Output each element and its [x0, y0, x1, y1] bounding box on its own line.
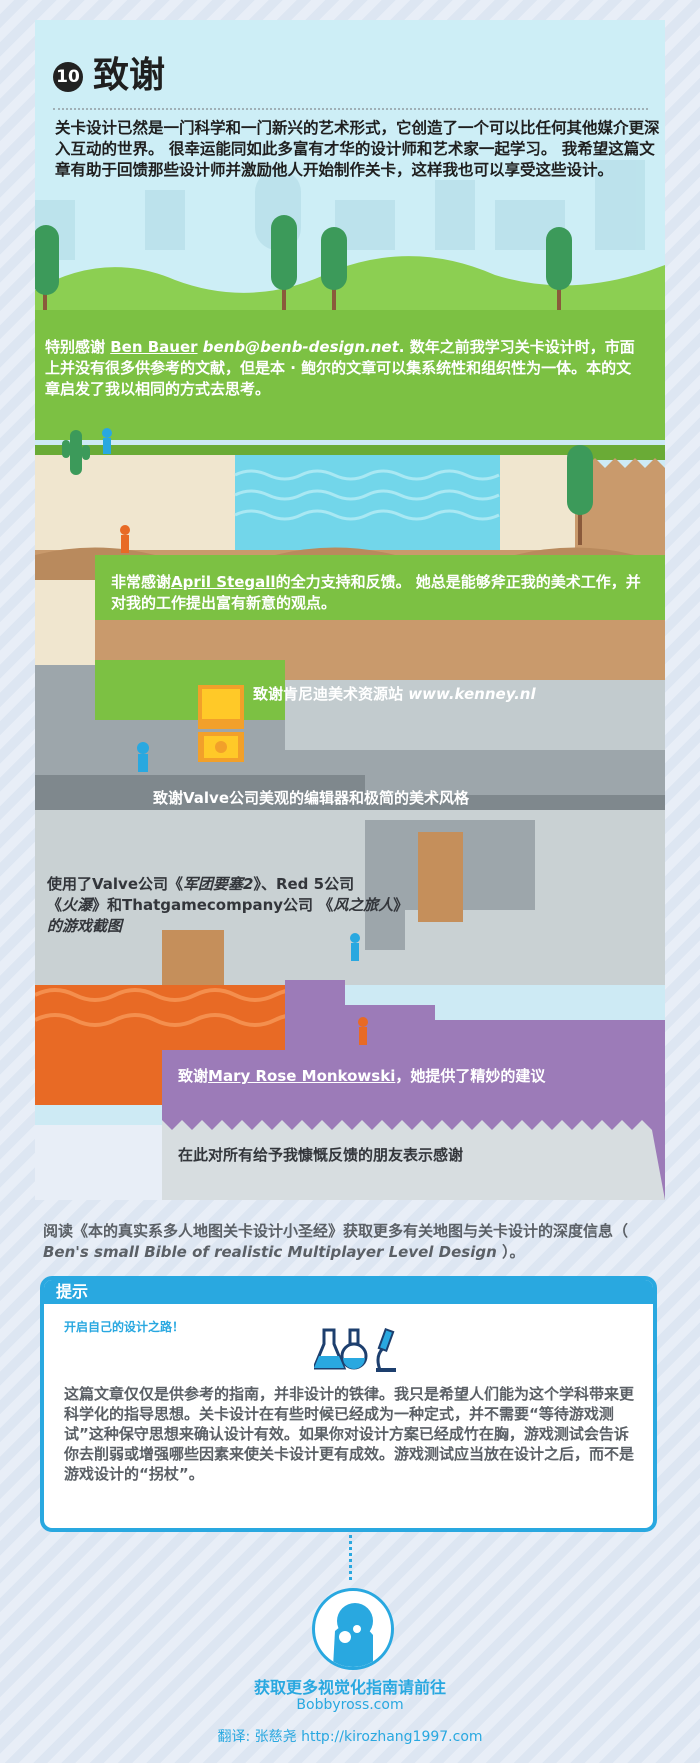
april-stegall-link[interactable]: April Stegall: [171, 573, 276, 591]
thanks-friends: 在此对所有给予我慷慨反馈的朋友表示感谢: [178, 1146, 464, 1164]
read-more: 阅读《本的真实系多人地图关卡设计小圣经》获取更多有关地图与关卡设计的深度信息（ …: [43, 1222, 629, 1261]
acknowledgements-illustration: 10 致谢 关卡设计已然是一门科学和一门新兴的艺术形式，它创造了一个可以比任何其…: [35, 20, 665, 1200]
level-map-illustration: [35, 20, 665, 1200]
footer-cta: 获取更多视觉化指南请前往: [253, 1678, 446, 1697]
thanks-valve: 致谢Valve公司美观的编辑器和极简的美术风格: [153, 789, 470, 807]
connector-line: [349, 1528, 352, 1580]
mary-rose-link[interactable]: Mary Rose Monkowski: [208, 1067, 396, 1085]
intro-paragraph: 关卡设计已然是一门科学和一门新兴的艺术形式，它创造了一个可以比任何其他媒介更深入…: [55, 119, 660, 179]
science-icons: [314, 1327, 396, 1372]
microscope-icon: [376, 1327, 396, 1372]
author-avatar: [312, 1588, 394, 1670]
tip-subtitle: 开启自己的设计之路！: [64, 1320, 185, 1334]
section-number-badge: 10: [53, 62, 83, 92]
tip-heading: 提示: [44, 1280, 653, 1304]
tip-box: 提示 开启自己的设计之路！ 这篇文章仅仅是供参考的指南，并非设计的铁律。我只是希…: [40, 1276, 657, 1532]
thanks-mary-rose: 致谢Mary Rose Monkowski，她提供了精妙的建议: [178, 1067, 546, 1085]
flask-icon: [314, 1328, 347, 1370]
thanks-april-stegall: 非常感谢April Stegall的全力支持和反馈。 她总是能够斧正我的美术工作…: [111, 573, 641, 612]
screenshot-credits: 使用了Valve公司《军团要塞2》、Red 5公司 《火瀑》和Thatgamec…: [47, 875, 409, 935]
flask-icon: [340, 1328, 368, 1370]
ben-bauer-email: benb@benb-design.net: [202, 338, 399, 356]
thanks-kenney: 致谢肯尼迪美术资源站 www.kenney.nl: [253, 685, 536, 703]
ben-bauer-link[interactable]: Ben Bauer: [110, 338, 198, 356]
translator-credit: 翻译: 张慈尧 http://kirozhang1997.com: [217, 1729, 483, 1745]
tip-body: 这篇文章仅仅是供参考的指南，并非设计的铁律。我只是希望人们能为这个学科带来更科学…: [64, 1385, 635, 1483]
divider: [53, 108, 648, 110]
section-title: 致谢: [93, 55, 166, 96]
kenney-site: www.kenney.nl: [408, 685, 536, 703]
footer-site-link[interactable]: Bobbyross.com: [296, 1697, 404, 1713]
thanks-ben-bauer: 特别感谢 Ben Bauer benb@benb-design.net. 数年之…: [45, 338, 635, 398]
author-portrait-icon: [333, 1603, 373, 1667]
